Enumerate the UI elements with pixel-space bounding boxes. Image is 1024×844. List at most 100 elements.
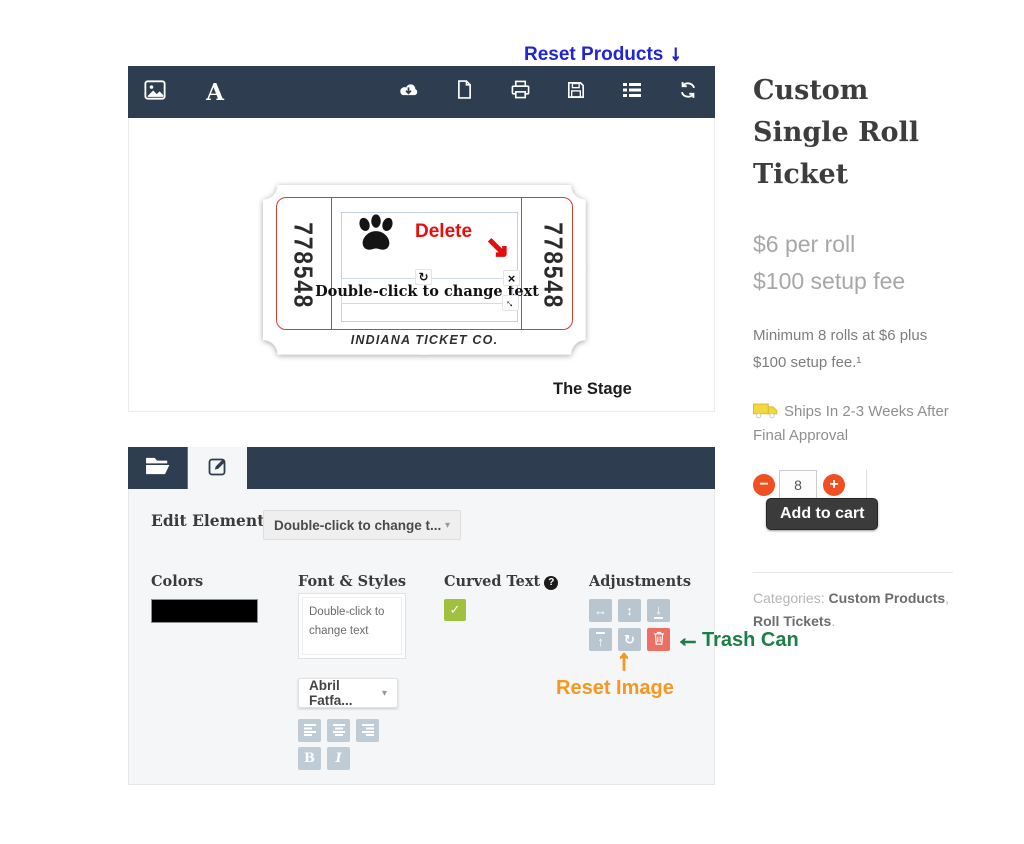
delete-annotation: Delete	[415, 221, 473, 242]
color-swatch-black[interactable]	[151, 599, 258, 623]
increase-quantity-button[interactable]: +	[823, 474, 845, 496]
edit-pencil-icon	[208, 456, 228, 481]
product-pricing: $6 per roll $100 setup fee	[753, 226, 953, 300]
quantity-stepper: − + Add to cart	[753, 470, 953, 530]
align-center-button[interactable]	[327, 719, 350, 742]
reset-icon: ↻	[624, 631, 635, 647]
center-vertical-button[interactable]: ↕	[618, 599, 641, 622]
edit-elements-label: Edit Elements	[151, 511, 274, 530]
folder-icon	[145, 455, 171, 481]
shipping-text: Ships In 2-3 Weeks After Final Approval	[753, 403, 949, 444]
align-left-button[interactable]	[298, 719, 321, 742]
center-horizontal-button[interactable]: ↔	[589, 599, 612, 622]
paw-print-image[interactable]	[353, 212, 399, 259]
printer-icon	[511, 80, 530, 104]
edit-panel-body: Edit Elements Double-click to change t..…	[128, 489, 715, 785]
image-icon	[143, 79, 167, 106]
serial-number-right: 778548	[538, 222, 569, 310]
list-button[interactable]	[619, 79, 645, 105]
text-tool-icon: A	[206, 78, 224, 106]
align-bottom-button[interactable]: ↓	[647, 599, 670, 622]
align-left-icon	[303, 723, 317, 739]
chevron-down-icon: ▾	[444, 519, 450, 531]
add-to-cart-button[interactable]: Add to cart	[766, 498, 879, 530]
ticket-preview[interactable]: 778548 778548 Delete ↘ Double-click to c…	[263, 185, 586, 355]
reset-image-button[interactable]: ↻	[618, 628, 641, 651]
tab-edit-elements[interactable]	[188, 447, 247, 489]
reset-products-annotation: Reset Products ↓	[524, 41, 681, 66]
ticket-designer: A	[128, 66, 715, 412]
reset-image-annotation: Reset Image	[556, 677, 674, 699]
curved-text-checkbox[interactable]: ✓	[444, 599, 466, 621]
rotate-handle[interactable]: ↻	[415, 269, 432, 285]
colors-label: Colors	[151, 573, 204, 590]
serial-number-left: 778548	[288, 222, 319, 310]
category-link-custom-products[interactable]: Custom Products	[828, 590, 946, 606]
list-icon	[622, 82, 642, 103]
adjustments-label: Adjustments	[589, 573, 692, 590]
product-info: Custom Single Roll Ticket $6 per roll $1…	[753, 70, 953, 633]
align-top-button[interactable]: ↑	[589, 628, 612, 651]
categories-label: Categories:	[753, 590, 825, 606]
stepper-divider	[866, 470, 867, 498]
cloud-download-icon	[397, 81, 420, 104]
ticket-brand-text: INDIANA TICKET CO.	[350, 333, 499, 347]
align-right-button[interactable]	[356, 719, 379, 742]
minus-icon: −	[759, 476, 769, 493]
truck-icon	[753, 403, 784, 420]
upload-button[interactable]	[395, 79, 421, 105]
trash-can-annotation: ← Trash Can	[675, 624, 799, 653]
category-link-roll-tickets[interactable]: Roll Tickets	[753, 613, 832, 629]
divider	[753, 572, 953, 573]
product-title: Custom Single Roll Ticket	[753, 75, 920, 190]
setup-fee: $100 setup fee	[753, 268, 906, 294]
curved-text-label: Curved Text?	[444, 573, 559, 590]
ticket-border	[276, 197, 573, 330]
tab-templates[interactable]	[128, 447, 188, 489]
categories: Categories: Custom Products, Roll Ticket…	[753, 587, 953, 633]
left-stub-line	[331, 197, 332, 330]
bold-label: B	[304, 751, 315, 766]
align-center-icon	[332, 723, 346, 739]
designer-toolbar: A	[128, 66, 715, 118]
delete-element-button[interactable]: ×	[503, 270, 520, 286]
resize-handle[interactable]: ↔	[502, 295, 519, 311]
print-button[interactable]	[507, 79, 533, 105]
trash-icon	[653, 631, 665, 648]
italic-button[interactable]: I	[327, 747, 350, 770]
price-per-roll: $6 per roll	[753, 231, 856, 257]
design-canvas[interactable]: 778548 778548 Delete ↘ Double-click to c…	[128, 118, 715, 412]
chevron-down-icon: ▾	[381, 687, 387, 699]
save-button[interactable]	[563, 79, 589, 105]
refresh-button[interactable]	[675, 79, 701, 105]
trash-can-label: Trash Can	[702, 629, 799, 651]
category-separator: ,	[945, 590, 950, 606]
refresh-icon	[679, 81, 697, 104]
italic-label: I	[335, 751, 342, 766]
add-image-button[interactable]	[142, 79, 168, 105]
up-arrow-icon: ↑	[616, 643, 632, 676]
edit-panel-tabs	[128, 447, 715, 489]
decrease-quantity-button[interactable]: −	[753, 474, 775, 496]
curved-text-text: Curved Text	[444, 573, 541, 590]
add-text-button[interactable]: A	[202, 79, 228, 105]
new-file-button[interactable]	[451, 79, 477, 105]
reset-products-label: Reset Products	[524, 44, 664, 65]
font-dropdown-value: Abril Fatfa...	[309, 678, 353, 708]
text-element-value: Double-click to change text	[315, 282, 539, 300]
rotate-icon: ↻	[418, 270, 429, 284]
arrow-to-top-icon: ↑	[596, 631, 605, 649]
font-dropdown[interactable]: Abril Fatfa... ▾	[298, 678, 398, 708]
font-preview-text: Double-click to change text	[309, 606, 385, 637]
align-right-icon	[361, 723, 375, 739]
selection-box[interactable]	[341, 212, 518, 322]
font-preview-box[interactable]: Double-click to change text	[298, 593, 406, 659]
element-dropdown[interactable]: Double-click to change t... ▾	[263, 510, 461, 540]
horizontal-arrows-icon: ↔	[594, 603, 607, 618]
bold-button[interactable]: B	[298, 747, 321, 770]
trash-button[interactable]	[647, 628, 670, 651]
edit-panel: Edit Elements Double-click to change t..…	[128, 447, 715, 785]
help-icon[interactable]: ?	[544, 575, 559, 590]
stage-label: The Stage	[553, 380, 632, 398]
quantity-input[interactable]	[779, 470, 817, 500]
